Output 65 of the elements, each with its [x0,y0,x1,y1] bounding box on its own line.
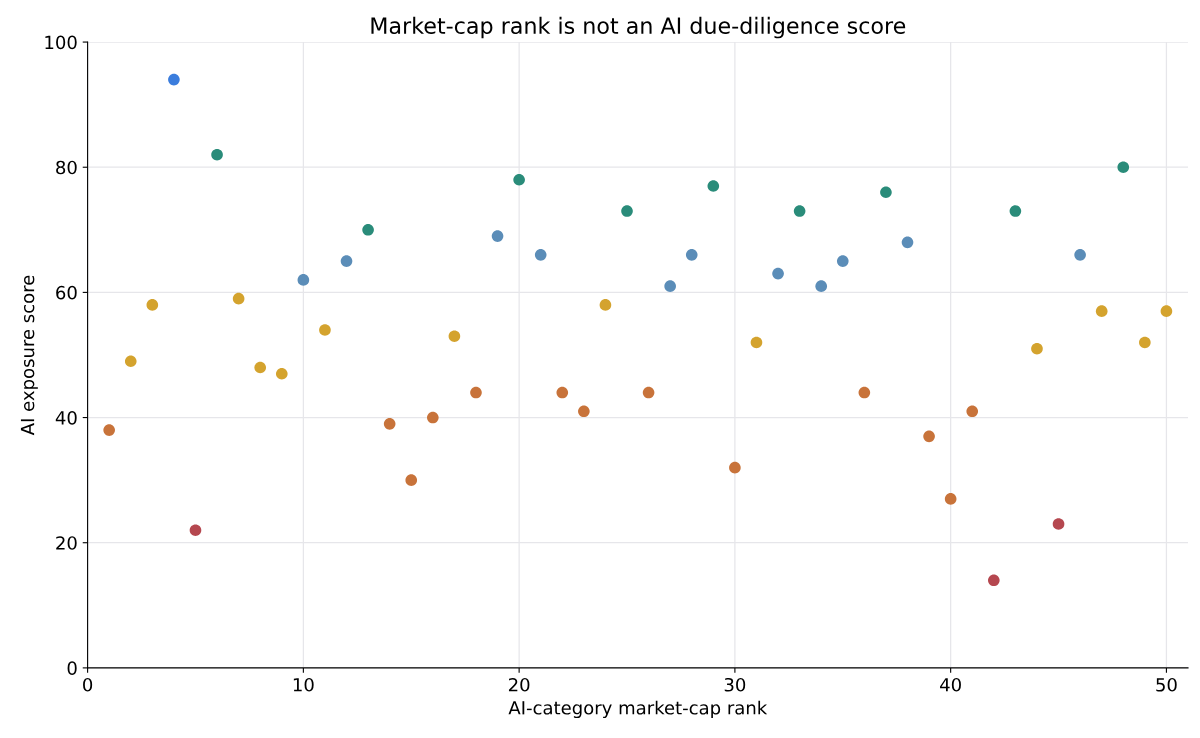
y-tick-label: 100 [45,35,77,50]
point [319,324,331,336]
point [815,280,828,292]
point [793,205,806,217]
point [168,73,180,86]
point [340,255,353,267]
point [275,367,288,380]
x-axis-title: AI-category market-cap rank [508,700,768,719]
point [750,336,763,349]
chart-title: Market-cap rank is not an AI due-diligence score [371,16,906,39]
point [232,292,245,305]
x-tick-label: 20 [508,677,530,692]
point [211,148,223,161]
point [124,355,137,368]
point [362,224,374,236]
point [1031,342,1043,355]
point [772,267,784,280]
point [621,205,633,217]
y-tick-label: 40 [55,411,77,425]
x-tick-label: 50 [1156,677,1177,692]
point [146,299,159,311]
point [1009,205,1022,217]
point [383,418,396,430]
point [470,386,482,399]
point [534,249,547,261]
point [1117,161,1130,174]
y-tick-label: 0 [67,661,77,676]
point [1160,305,1173,317]
point [189,524,202,537]
point [103,424,115,436]
point [513,173,525,186]
point [858,386,871,399]
point [880,186,892,199]
point [297,274,310,286]
point [901,236,914,249]
y-tick-label: 80 [56,160,77,175]
point [642,386,655,399]
point [448,330,461,343]
point [427,411,439,424]
point [836,255,849,267]
point [405,474,418,486]
point [1052,518,1065,530]
point [578,405,590,418]
point [923,430,935,443]
x-tick-label: 0 [83,677,93,692]
point [707,180,720,192]
point [599,299,612,311]
y-tick-label: 20 [56,536,77,550]
point [966,405,979,418]
point [729,461,741,474]
point [1095,305,1108,317]
point [685,249,698,261]
point [664,280,676,292]
point [1074,249,1086,261]
point [556,386,569,399]
x-tick-label: 30 [724,677,746,692]
x-tick-label: 10 [293,677,314,692]
y-tick-label: 60 [56,285,77,300]
point [988,574,1000,587]
point [944,493,957,505]
point [254,361,267,374]
point [491,230,504,242]
x-tick-label: 40 [940,677,961,692]
point [1139,336,1151,349]
y-axis-title: AI exposure score [20,275,38,436]
